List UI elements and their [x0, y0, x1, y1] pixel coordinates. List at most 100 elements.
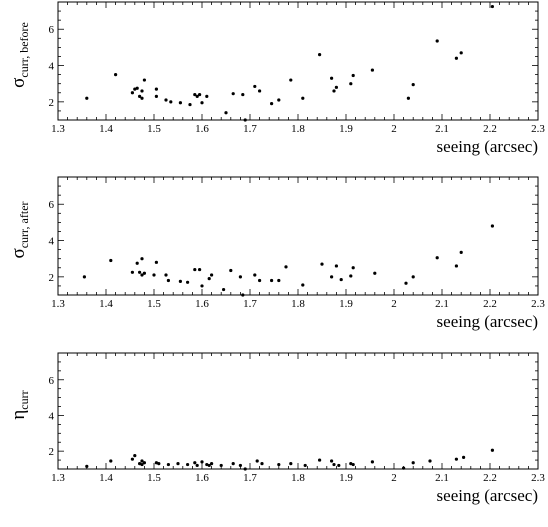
data-point [142, 78, 146, 82]
data-point [253, 273, 257, 277]
y-tick-label: 4 [49, 410, 55, 422]
y-axis-subscript: curr [17, 390, 31, 409]
data-point [339, 277, 343, 282]
x-tick-label: 1.8 [291, 123, 305, 135]
y-axis-label: σcurr, after [8, 201, 31, 258]
data-point [186, 280, 190, 284]
y-tick-label: 6 [49, 375, 55, 387]
data-point [205, 462, 209, 467]
data-point [330, 275, 334, 279]
data-point [140, 273, 144, 277]
data-point [253, 84, 257, 89]
x-tick-label: 1.4 [99, 472, 113, 484]
plot-frame [57, 176, 539, 296]
x-tick-label: 1.8 [291, 472, 305, 484]
data-point [258, 278, 262, 283]
x-tick-label: 2 [391, 298, 397, 310]
data-point [406, 96, 410, 100]
data-point [219, 463, 223, 468]
x-tick-label: 1.7 [243, 123, 257, 135]
x-tick-label: 1.3 [51, 472, 65, 484]
x-tick-label: 1.9 [339, 123, 353, 135]
data-point [198, 267, 202, 272]
data-point [188, 102, 192, 107]
data-point [289, 462, 293, 466]
data-point [303, 463, 307, 468]
data-point [411, 83, 415, 87]
data-point [164, 273, 168, 277]
data-point [277, 462, 281, 467]
x-tick-label: 1.3 [51, 123, 65, 135]
x-tick-label: 1.8 [291, 298, 305, 310]
data-point [411, 275, 415, 279]
data-point [330, 459, 334, 463]
data-point [198, 92, 202, 97]
data-point [109, 258, 113, 263]
data-point [138, 462, 142, 466]
data-point [270, 278, 274, 283]
data-point [133, 454, 137, 458]
data-point [135, 261, 139, 265]
data-point [130, 91, 134, 95]
x-tick-label: 1.5 [147, 123, 161, 135]
data-point [195, 94, 199, 98]
data-point [210, 462, 214, 466]
data-point [277, 278, 281, 283]
plot-frame [57, 352, 539, 470]
data-point [284, 265, 288, 269]
data-point [260, 462, 264, 466]
data-point [169, 100, 173, 104]
data-point [270, 102, 274, 106]
y-axis-subscript: curr, after [17, 201, 31, 248]
plot-frame [57, 1, 539, 121]
y-axis-subscript: curr, before [17, 22, 31, 77]
data-point [241, 293, 245, 297]
data-point [133, 87, 137, 91]
data-point [318, 458, 322, 462]
data-point [85, 464, 89, 468]
data-point [238, 275, 242, 279]
x-tick-label: 2.1 [435, 123, 449, 135]
data-point [318, 53, 322, 57]
data-point [207, 463, 211, 468]
data-point [154, 260, 158, 264]
x-tick-label: 1.5 [147, 298, 161, 310]
data-point [114, 73, 118, 77]
data-point [138, 270, 142, 274]
data-point [243, 467, 247, 471]
data-point [320, 262, 324, 266]
data-point [130, 270, 134, 274]
data-point [411, 461, 415, 465]
data-point [142, 461, 146, 465]
data-point [193, 92, 197, 97]
y-tick-label: 2 [49, 272, 55, 284]
data-point [207, 277, 211, 281]
data-point [135, 86, 139, 90]
data-point [224, 111, 228, 115]
x-tick-label: 2 [391, 123, 397, 135]
data-point [178, 101, 182, 105]
x-tick-label: 2.3 [531, 298, 545, 310]
data-point [229, 268, 233, 273]
y-tick-label: 6 [49, 24, 55, 36]
data-point [454, 56, 458, 60]
x-tick-label: 1.4 [99, 123, 113, 135]
data-point [154, 94, 158, 98]
data-point [241, 92, 245, 97]
data-point [301, 283, 305, 287]
data-point [222, 287, 226, 292]
x-tick-label: 1.6 [195, 123, 209, 135]
data-point [82, 275, 86, 279]
x-tick-label: 1.7 [243, 298, 257, 310]
data-point [334, 85, 338, 89]
x-tick-label: 1.7 [243, 472, 257, 484]
x-tick-label: 2.2 [483, 472, 497, 484]
data-point [140, 257, 144, 261]
data-point [193, 461, 197, 465]
chart-panel-1: 1.3 1.4 1.5 1.6 1.7 1.8 1.9 2 2.1 2.2 2.3 2 4 6 seeing… [8, 1, 545, 156]
x-tick-label: 1.6 [195, 298, 209, 310]
x-tick-label: 1.5 [147, 472, 161, 484]
data-point [152, 273, 156, 277]
data-point [454, 264, 458, 268]
y-axis-symbol: σ [8, 78, 29, 88]
